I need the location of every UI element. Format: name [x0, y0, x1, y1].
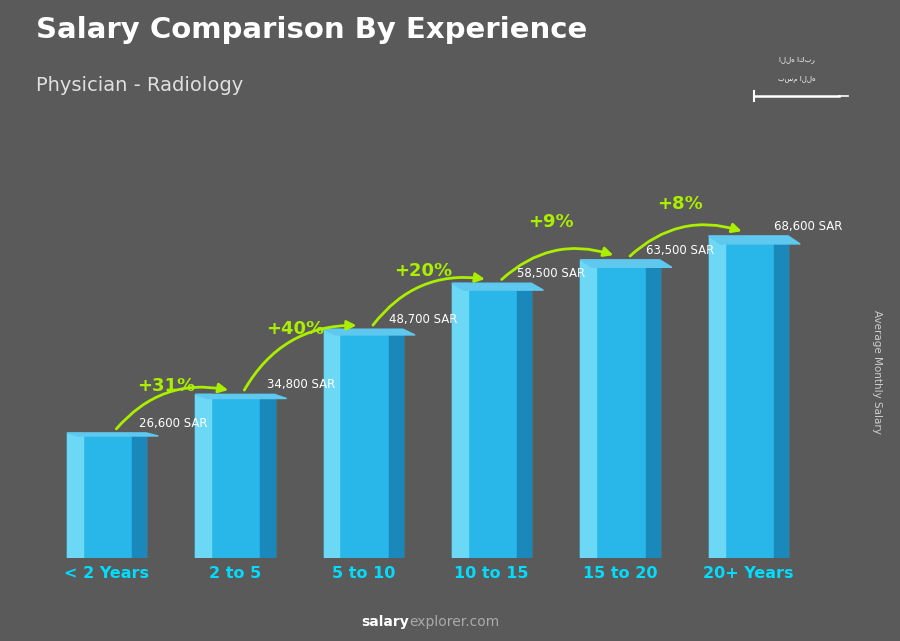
Text: 58,500 SAR: 58,500 SAR	[518, 267, 586, 280]
Text: 34,800 SAR: 34,800 SAR	[267, 378, 336, 392]
Text: +20%: +20%	[394, 262, 452, 279]
Bar	[323, 329, 339, 558]
Text: 63,500 SAR: 63,500 SAR	[645, 244, 714, 257]
Text: +40%: +40%	[266, 320, 324, 338]
Polygon shape	[452, 283, 544, 290]
Bar	[195, 394, 212, 558]
Text: 26,600 SAR: 26,600 SAR	[139, 417, 207, 430]
Text: Average Monthly Salary: Average Monthly Salary	[872, 310, 883, 434]
Bar	[580, 260, 660, 558]
Text: +9%: +9%	[528, 213, 574, 231]
Polygon shape	[195, 394, 287, 399]
Bar	[774, 236, 788, 558]
Text: 68,600 SAR: 68,600 SAR	[774, 220, 842, 233]
Text: explorer.com: explorer.com	[410, 615, 500, 629]
Bar	[518, 283, 532, 558]
Polygon shape	[323, 329, 415, 335]
Polygon shape	[67, 433, 158, 436]
Text: salary: salary	[362, 615, 410, 629]
Text: الله اكبر: الله اكبر	[779, 56, 814, 63]
Bar	[580, 260, 596, 558]
Polygon shape	[708, 236, 800, 244]
Bar	[67, 433, 147, 558]
Text: +31%: +31%	[138, 377, 195, 395]
Bar	[452, 283, 468, 558]
Text: بسم الله: بسم الله	[778, 76, 815, 83]
Bar	[645, 260, 660, 558]
Bar	[452, 283, 532, 558]
Bar	[323, 329, 403, 558]
Text: 48,700 SAR: 48,700 SAR	[389, 313, 457, 326]
Bar	[132, 433, 147, 558]
Text: Physician - Radiology: Physician - Radiology	[36, 76, 243, 95]
Bar	[67, 433, 83, 558]
Polygon shape	[580, 260, 671, 267]
Text: +8%: +8%	[657, 195, 703, 213]
Bar	[389, 329, 403, 558]
Bar	[260, 394, 274, 558]
Bar	[195, 394, 274, 558]
Text: Salary Comparison By Experience: Salary Comparison By Experience	[36, 16, 587, 44]
Bar	[708, 236, 725, 558]
Bar	[708, 236, 788, 558]
